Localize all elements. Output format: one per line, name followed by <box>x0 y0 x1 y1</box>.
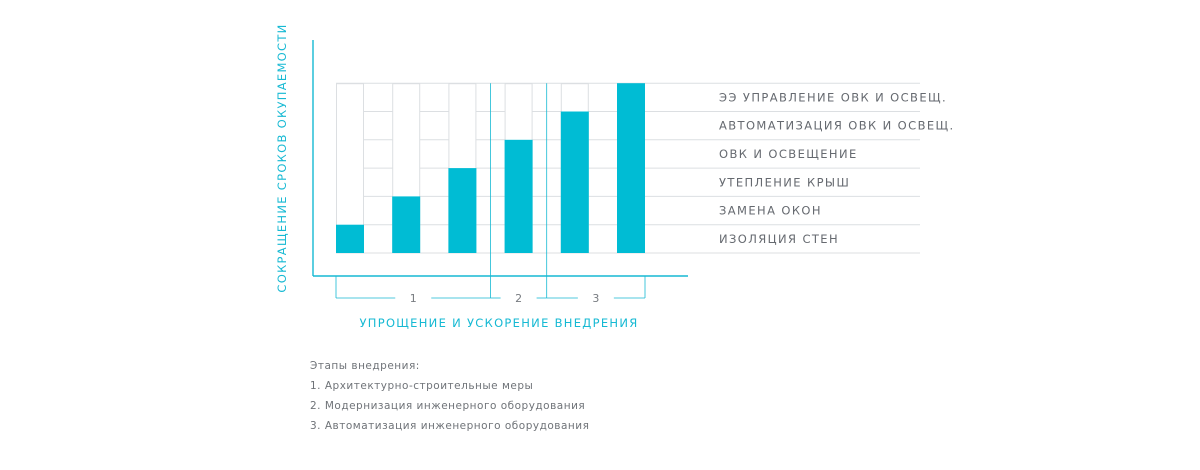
level-label: АВТОМАТИЗАЦИЯ ОВК И ОСВЕЩ. <box>719 119 955 133</box>
stage-brackets: 1 2 3 <box>335 83 646 305</box>
bars <box>336 83 645 253</box>
bar <box>560 111 589 253</box>
level-label: ОВК И ОСВЕЩЕНИЕ <box>719 147 858 161</box>
level-label: ЭЭ УПРАВЛЕНИЕ ОВК И ОСВЕЩ. <box>719 90 947 104</box>
level-label: УТЕПЛЕНИЕ КРЫШ <box>719 175 850 189</box>
note-item-3: 3. Автоматизация инженерного оборудовани… <box>310 420 590 432</box>
note-item-2: 2. Модернизация инженерного оборудования <box>310 400 586 412</box>
x-axis-title: УПРОЩЕНИЕ И УСКОРЕНИЕ ВНЕДРЕНИЯ <box>359 316 638 330</box>
implementation-notes: Этапы внедрения: 1. Архитектурно-строите… <box>310 359 589 439</box>
stage-label: 3 <box>592 292 599 305</box>
level-labels: ИЗОЛЯЦИЯ СТЕН ЗАМЕНА ОКОН УТЕПЛЕНИЕ КРЫШ ОВ… <box>719 90 955 246</box>
bar <box>392 196 421 253</box>
stage-label: 1 <box>410 292 417 305</box>
level-label: ИЗОЛЯЦИЯ СТЕН <box>719 232 839 246</box>
bar <box>617 83 645 253</box>
bar <box>336 224 364 253</box>
note-item-1: 1. Архитектурно-строительные меры <box>310 380 534 392</box>
notes-title: Этапы внедрения: <box>310 360 420 372</box>
bar <box>448 168 477 253</box>
axes <box>312 40 688 277</box>
y-axis-title: СОКРАЩЕНИЕ СРОКОВ ОКУПАЕМОСТИ <box>275 23 289 292</box>
stage-label: 2 <box>515 292 522 305</box>
level-label: ЗАМЕНА ОКОН <box>719 204 822 218</box>
bar <box>504 139 533 253</box>
